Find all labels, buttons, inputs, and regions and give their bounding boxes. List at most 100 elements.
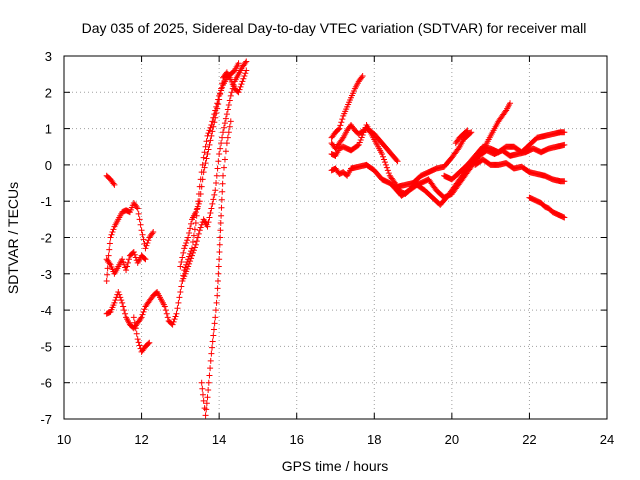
data-point [131, 319, 138, 326]
data-point [188, 220, 195, 227]
series-track-5 [130, 314, 153, 355]
data-point [178, 283, 185, 290]
data-point [130, 314, 137, 321]
data-point [175, 299, 182, 306]
data-point [189, 239, 196, 246]
data-point [468, 129, 475, 136]
x-tick-label: 20 [445, 432, 459, 447]
data-point [187, 225, 194, 232]
data-point [141, 255, 148, 262]
data-point [214, 105, 221, 112]
data-point [216, 241, 223, 248]
data-point [202, 160, 209, 167]
data-point [135, 210, 142, 217]
data-point [337, 122, 344, 129]
data-point [163, 310, 170, 317]
data-point [124, 263, 131, 270]
data-point [214, 278, 221, 285]
data-point [106, 246, 113, 253]
data-point [115, 288, 122, 295]
data-point [186, 229, 193, 236]
data-point [200, 154, 207, 161]
data-point [185, 234, 192, 241]
data-point [136, 216, 143, 223]
data-point [209, 338, 216, 345]
data-point [502, 108, 509, 115]
data-point [196, 227, 203, 234]
data-point [182, 242, 189, 249]
data-point [467, 130, 474, 137]
data-point [227, 92, 234, 99]
data-point [199, 176, 206, 183]
data-point [226, 97, 233, 104]
data-point [381, 159, 388, 166]
data-point [174, 305, 181, 312]
data-point [137, 221, 144, 228]
data-point [118, 297, 125, 304]
data-point [221, 156, 228, 163]
data-point [335, 126, 342, 133]
data-point [111, 181, 118, 188]
data-point [243, 58, 250, 65]
data-point [119, 299, 126, 306]
data-point [117, 294, 124, 301]
data-point [380, 153, 387, 160]
x-tick-label: 14 [212, 432, 226, 447]
data-point [210, 123, 217, 130]
series-track-14 [441, 129, 568, 183]
data-point [122, 310, 129, 317]
data-point [189, 249, 196, 256]
x-tick-label: 22 [522, 432, 536, 447]
data-point [218, 85, 225, 92]
x-tick-label: 12 [134, 432, 148, 447]
data-point [215, 158, 222, 165]
data-point [123, 267, 130, 274]
data-point [136, 342, 143, 349]
data-point [209, 200, 216, 207]
data-point [239, 78, 246, 85]
data-point [197, 224, 204, 231]
data-point [204, 223, 211, 230]
data-point [235, 89, 242, 96]
data-point [131, 251, 138, 258]
data-point [225, 129, 232, 136]
data-point [235, 60, 242, 67]
data-point [240, 75, 247, 82]
data-point [177, 288, 184, 295]
data-point [380, 156, 387, 163]
data-point [213, 110, 220, 117]
data-point [382, 161, 389, 168]
data-point [139, 311, 146, 318]
data-point [223, 140, 230, 147]
data-point [219, 188, 226, 195]
data-point [219, 134, 226, 141]
data-point [181, 245, 188, 252]
y-tick-label: 0 [45, 158, 52, 173]
data-point [561, 129, 568, 136]
data-point [133, 330, 140, 337]
data-point [188, 255, 195, 262]
series-track-2 [103, 200, 157, 285]
data-point [208, 132, 215, 139]
data-point [211, 320, 218, 327]
data-point [171, 316, 178, 323]
data-point [169, 321, 176, 328]
series-track-3 [103, 249, 149, 277]
data-point [242, 70, 249, 77]
x-tick-label: 16 [289, 432, 303, 447]
data-point [216, 249, 223, 256]
data-point [192, 219, 199, 226]
data-point [199, 391, 206, 398]
data-point [132, 325, 139, 332]
data-point [105, 252, 112, 259]
data-point [218, 204, 225, 211]
data-point [149, 230, 156, 237]
data-point [204, 151, 211, 158]
series-track-9 [328, 72, 366, 141]
data-point [205, 146, 212, 153]
x-tick-label: 10 [57, 432, 71, 447]
data-point [140, 236, 147, 243]
data-point [205, 219, 212, 226]
data-point [207, 357, 214, 364]
data-point [142, 256, 149, 263]
